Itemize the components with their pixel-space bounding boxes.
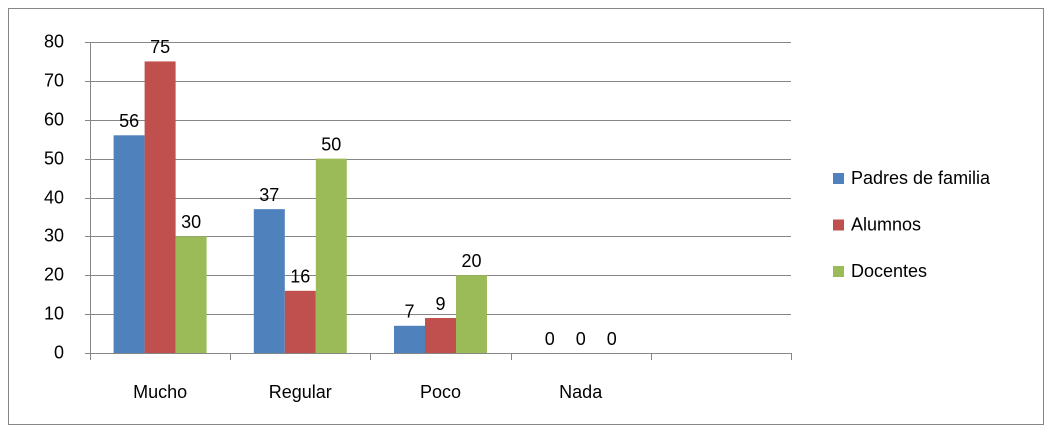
legend-swatch bbox=[833, 219, 844, 231]
y-tick-label: 10 bbox=[44, 303, 64, 323]
data-label: 56 bbox=[119, 111, 139, 131]
y-tick-label: 80 bbox=[44, 31, 64, 51]
x-tick-label: Mucho bbox=[133, 382, 187, 402]
y-tick-label: 70 bbox=[44, 70, 64, 90]
legend-swatch bbox=[833, 173, 844, 184]
bar bbox=[456, 275, 487, 353]
data-label: 16 bbox=[290, 267, 310, 287]
legend-label: Docentes bbox=[851, 261, 927, 281]
data-label: 0 bbox=[576, 329, 586, 349]
y-tick-label: 0 bbox=[54, 342, 64, 362]
x-tick-label: Regular bbox=[269, 382, 332, 402]
data-label: 0 bbox=[607, 329, 617, 349]
legend-label: Alumnos bbox=[851, 214, 921, 234]
y-tick-label: 30 bbox=[44, 225, 64, 245]
legend-swatch bbox=[833, 266, 844, 277]
data-label: 9 bbox=[435, 294, 445, 314]
bar bbox=[175, 236, 207, 353]
data-label: 20 bbox=[461, 251, 481, 271]
y-tick-label: 40 bbox=[44, 187, 64, 207]
legend-label: Padres de familia bbox=[851, 168, 991, 188]
y-tick-label: 60 bbox=[44, 109, 64, 129]
bar bbox=[425, 318, 456, 353]
data-label: 50 bbox=[321, 134, 341, 154]
x-tick-label: Poco bbox=[420, 382, 461, 402]
bar bbox=[144, 61, 176, 353]
chart-border bbox=[8, 8, 1044, 425]
bar bbox=[253, 209, 285, 353]
y-tick-label: 20 bbox=[44, 264, 64, 284]
data-label: 75 bbox=[150, 37, 170, 57]
y-tick-label: 50 bbox=[44, 148, 64, 168]
data-label: 0 bbox=[545, 329, 555, 349]
data-label: 30 bbox=[181, 212, 201, 232]
bar bbox=[394, 325, 425, 353]
bar bbox=[315, 158, 347, 353]
bar bbox=[113, 135, 145, 353]
x-tick-label: Nada bbox=[559, 382, 603, 402]
data-label: 7 bbox=[404, 302, 414, 322]
data-label: 37 bbox=[259, 185, 279, 205]
bar bbox=[284, 290, 316, 353]
